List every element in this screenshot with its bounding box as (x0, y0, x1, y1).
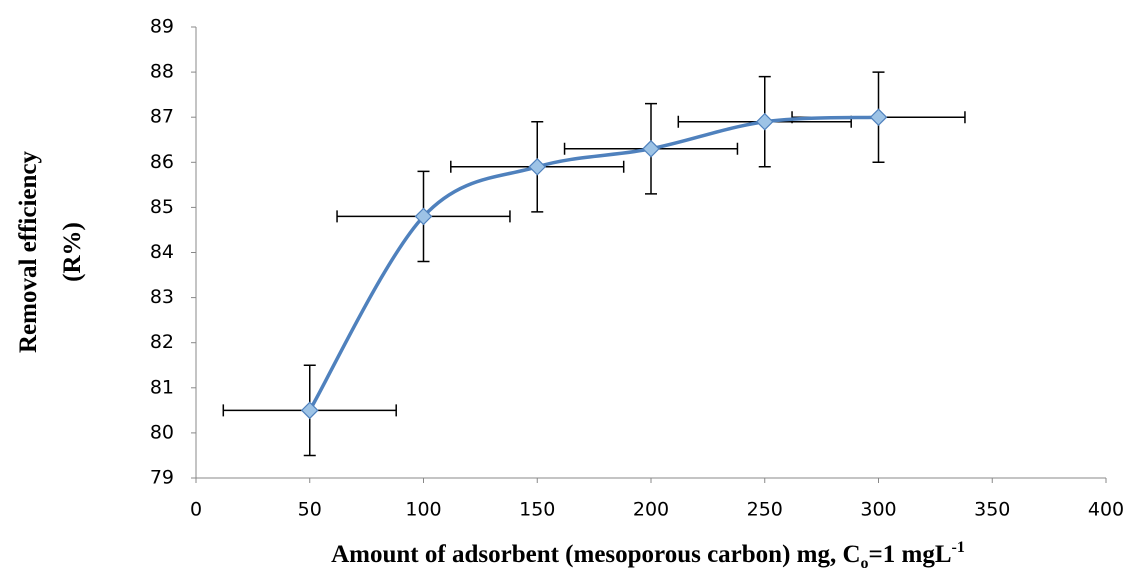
marker (869, 108, 888, 127)
marker (300, 401, 319, 420)
x-tick-label: 150 (519, 499, 555, 521)
y-tick-label: 83 (150, 286, 174, 308)
series-line (308, 115, 879, 412)
y-axis-title: Removal efficiency (R%) (15, 151, 86, 354)
x-title-part: Amount of adsorbent (mesoporous carbon) … (331, 541, 860, 568)
x-tick-label: 200 (633, 499, 669, 521)
x-tick-label: 300 (860, 499, 896, 521)
x-axis-title: Amount of adsorbent (mesoporous carbon) … (331, 539, 965, 572)
x-tick-label: 100 (405, 499, 441, 521)
y-tick-label: 80 (150, 421, 174, 443)
y-title-line: Removal efficiency (15, 151, 42, 354)
marker (414, 207, 433, 226)
marker (642, 139, 660, 158)
marker (528, 157, 547, 176)
x-title-sub: o (861, 555, 869, 572)
y-tick-label: 84 (150, 241, 174, 263)
y-tick-label: 82 (150, 331, 174, 353)
y-title-line: (R%) (59, 222, 86, 282)
x-tick-label: 50 (298, 499, 322, 521)
marker (755, 112, 774, 131)
x-tick-label: 350 (974, 499, 1010, 521)
y-tick-label: 89 (150, 16, 174, 38)
y-tick-label: 86 (150, 151, 174, 173)
x-tick-label: 250 (747, 499, 783, 521)
x-tick-label: 400 (1088, 499, 1124, 521)
y-tick-label: 81 (150, 376, 174, 398)
y-tick-label: 87 (150, 106, 174, 128)
x-title-part: =1 mgL (869, 541, 952, 568)
y-tick-label: 88 (150, 61, 174, 83)
y-tick-label: 85 (150, 196, 174, 218)
x-tick-label: 0 (190, 499, 202, 521)
x-title-sup: -1 (952, 539, 965, 556)
y-tick-label: 79 (150, 467, 174, 489)
